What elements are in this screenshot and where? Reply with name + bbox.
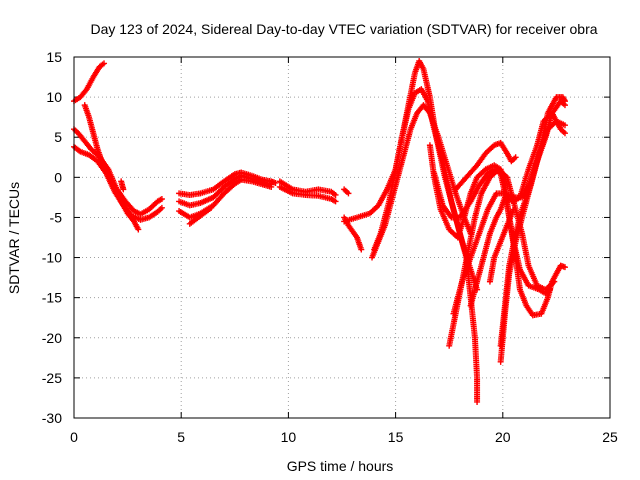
series-6 xyxy=(176,169,279,198)
y-tick-label: -20 xyxy=(42,330,62,346)
data-points xyxy=(71,58,568,405)
tick-labels: 0 5 10 15 20 25 15 10 5 0 -5 -10 -15 -20 -25 -30 xyxy=(42,49,618,445)
data-point xyxy=(158,195,165,202)
series-10 xyxy=(276,178,339,198)
data-point xyxy=(272,179,279,186)
data-point xyxy=(268,183,275,190)
data-point xyxy=(551,278,558,285)
data-point xyxy=(120,186,127,193)
y-tick-label: 5 xyxy=(54,129,62,145)
x-tick-label: 0 xyxy=(70,429,78,445)
y-axis-label: SDTVAR / TECUs xyxy=(6,182,22,294)
data-point xyxy=(135,226,142,233)
y-tick-label: -5 xyxy=(50,209,63,225)
y-tick-label: 10 xyxy=(46,89,62,105)
data-point xyxy=(561,122,568,129)
data-point xyxy=(561,130,568,137)
series-23 xyxy=(486,206,517,285)
data-point xyxy=(101,60,108,67)
data-point xyxy=(358,246,365,253)
y-tick-label: 15 xyxy=(46,49,62,65)
data-point xyxy=(208,204,215,211)
series-21 xyxy=(452,139,519,193)
chart-title: Day 123 of 2024, Sidereal Day-to-day VTE… xyxy=(90,21,597,37)
data-point xyxy=(510,206,517,213)
data-point xyxy=(561,264,568,271)
series-25 xyxy=(497,118,568,349)
series-11 xyxy=(276,183,339,205)
y-tick-label: -30 xyxy=(42,410,62,426)
x-tick-label: 10 xyxy=(281,429,297,445)
data-point xyxy=(158,204,165,211)
series-1 xyxy=(71,60,108,105)
x-axis-label: GPS time / hours xyxy=(287,458,394,474)
series-9 xyxy=(186,204,215,227)
series-12 xyxy=(341,186,352,197)
y-tick-label: 0 xyxy=(54,169,62,185)
series-5 xyxy=(118,178,127,193)
plot-frame xyxy=(73,56,611,419)
x-tick-label: 25 xyxy=(602,429,618,445)
grid-lines xyxy=(74,57,610,418)
data-point xyxy=(561,98,568,105)
x-tick-label: 20 xyxy=(495,429,511,445)
data-point xyxy=(76,147,83,154)
series-4 xyxy=(81,102,142,233)
y-tick-label: -10 xyxy=(42,250,62,266)
x-tick-label: 5 xyxy=(177,429,185,445)
series-2 xyxy=(71,126,165,218)
series-16 xyxy=(369,102,474,261)
data-point xyxy=(345,190,352,197)
y-tick-label: -15 xyxy=(42,290,62,306)
data-point xyxy=(332,198,339,205)
data-point xyxy=(512,154,519,161)
tick-marks xyxy=(73,56,611,419)
data-point xyxy=(474,398,481,405)
y-tick-label: -25 xyxy=(42,370,62,386)
data-point xyxy=(332,191,339,198)
x-tick-label: 15 xyxy=(388,429,404,445)
